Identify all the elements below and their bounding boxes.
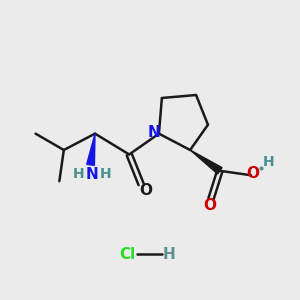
- Text: N: N: [147, 125, 160, 140]
- Polygon shape: [87, 134, 95, 165]
- Text: N: N: [86, 167, 98, 182]
- Text: H: H: [163, 247, 176, 262]
- Text: O: O: [246, 166, 259, 181]
- Text: H: H: [263, 155, 275, 169]
- Text: Cl: Cl: [120, 247, 136, 262]
- Text: O: O: [203, 198, 216, 213]
- Text: H: H: [73, 167, 85, 182]
- Text: H: H: [100, 167, 111, 182]
- Polygon shape: [190, 150, 222, 174]
- Text: O: O: [139, 183, 152, 198]
